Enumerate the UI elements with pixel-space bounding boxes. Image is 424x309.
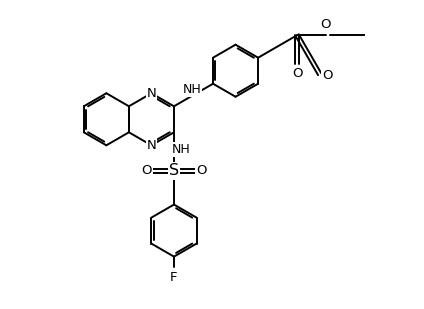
Text: O: O: [292, 67, 302, 80]
Text: S: S: [169, 163, 179, 178]
Text: O: O: [322, 69, 333, 82]
Text: NH: NH: [171, 143, 190, 156]
Text: O: O: [321, 18, 331, 31]
Text: O: O: [141, 164, 152, 177]
Text: N: N: [147, 87, 156, 100]
Text: F: F: [170, 271, 178, 284]
Text: N: N: [147, 139, 156, 152]
Text: NH: NH: [183, 83, 201, 96]
Text: O: O: [196, 164, 207, 177]
